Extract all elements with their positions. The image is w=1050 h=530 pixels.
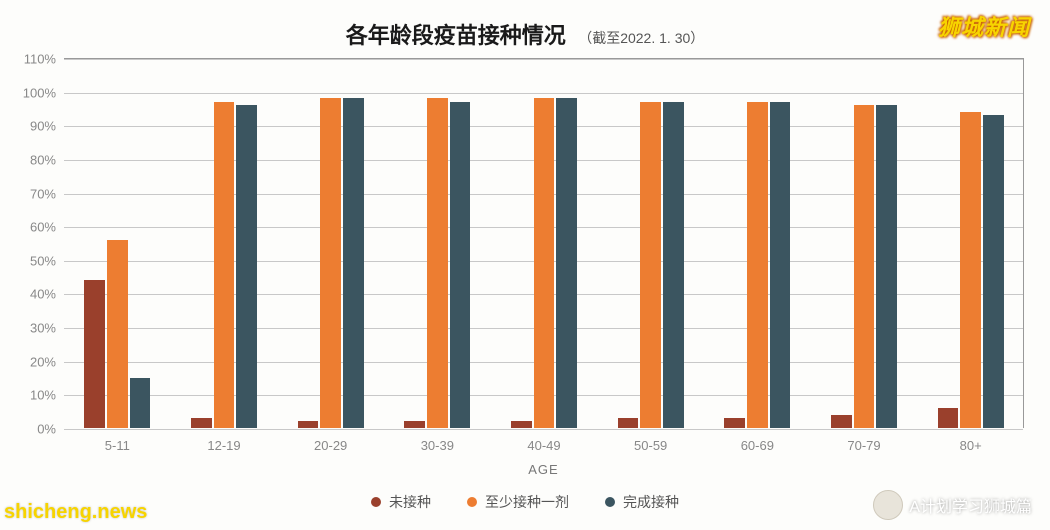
y-tick-label: 60% [30, 220, 56, 235]
bar-unvacc [191, 418, 212, 428]
y-tick-label: 80% [30, 152, 56, 167]
bar-group [298, 58, 364, 428]
y-tick-label: 0% [37, 422, 56, 437]
y-tick-label: 20% [30, 354, 56, 369]
bar-unvacc [511, 421, 532, 428]
y-tick-label: 90% [30, 119, 56, 134]
y-tick-label: 70% [30, 186, 56, 201]
bar-full [663, 102, 684, 428]
bar-group [831, 58, 897, 428]
bar-full [556, 98, 577, 428]
gridline [64, 429, 1023, 430]
bar-atleast1 [214, 102, 235, 428]
bar-group [938, 58, 1004, 428]
bar-full [983, 115, 1004, 428]
legend-label: 至少接种一剂 [485, 492, 569, 512]
bar-group [618, 58, 684, 428]
legend-item: 完成接种 [605, 492, 679, 512]
legend-dot-icon [605, 497, 615, 507]
legend-label: 未接种 [389, 492, 431, 512]
bar-unvacc [831, 415, 852, 428]
y-tick-label: 30% [30, 321, 56, 336]
bar-atleast1 [960, 112, 981, 428]
bar-unvacc [404, 421, 425, 428]
bar-group [84, 58, 150, 428]
bar-full [130, 378, 151, 428]
bar-group [511, 58, 577, 428]
x-tick-label: 60-69 [741, 438, 774, 453]
x-axis-label: AGE [528, 462, 558, 477]
bar-atleast1 [320, 98, 341, 428]
y-tick-label: 100% [23, 85, 56, 100]
y-tick-label: 40% [30, 287, 56, 302]
vaccination-chart: 各年龄段疫苗接种情况 （截至2022. 1. 30） 狮城新闻 0%10%20%… [0, 0, 1050, 530]
x-tick-label: 12-19 [207, 438, 240, 453]
bar-full [770, 102, 791, 428]
chart-title-row: 各年龄段疫苗接种情况 （截至2022. 1. 30） [0, 18, 1050, 50]
bar-full [343, 98, 364, 428]
bar-atleast1 [107, 240, 128, 428]
legend-label: 完成接种 [623, 492, 679, 512]
bar-unvacc [618, 418, 639, 428]
x-tick-label: 30-39 [421, 438, 454, 453]
y-tick-label: 50% [30, 253, 56, 268]
x-tick-label: 70-79 [847, 438, 880, 453]
watermark-bottom-left: shicheng.news [4, 501, 147, 524]
x-tick-label: 80+ [960, 438, 982, 453]
x-tick-label: 5-11 [105, 438, 130, 453]
bar-full [450, 102, 471, 428]
x-tick-label: 50-59 [634, 438, 667, 453]
bar-group [191, 58, 257, 428]
y-tick-label: 10% [30, 388, 56, 403]
bar-unvacc [84, 280, 105, 428]
bar-full [236, 105, 257, 428]
watermark-bottom-right: A计划学习狮城篇 [909, 493, 1032, 517]
chart-subtitle: （截至2022. 1. 30） [578, 28, 704, 48]
plot-area: 0%10%20%30%40%50%60%70%80%90%100%110%5-1… [64, 58, 1024, 428]
chart-legend: 未接种 至少接种一剂 完成接种 [371, 492, 679, 512]
bar-atleast1 [427, 98, 448, 428]
y-tick-label: 110% [24, 52, 56, 67]
legend-dot-icon [371, 497, 381, 507]
bar-unvacc [298, 421, 319, 428]
watermark-top-right: 狮城新闻 [938, 10, 1030, 42]
legend-item: 至少接种一剂 [467, 492, 569, 512]
legend-item: 未接种 [371, 492, 431, 512]
bar-atleast1 [534, 98, 555, 428]
bar-group [724, 58, 790, 428]
bar-group [404, 58, 470, 428]
x-tick-label: 40-49 [527, 438, 560, 453]
bar-atleast1 [747, 102, 768, 428]
bar-atleast1 [640, 102, 661, 428]
bar-unvacc [724, 418, 745, 428]
bar-full [876, 105, 897, 428]
avatar-icon [873, 490, 903, 520]
legend-dot-icon [467, 497, 477, 507]
x-tick-label: 20-29 [314, 438, 347, 453]
watermark-bottom-right-row: A计划学习狮城篇 [873, 490, 1032, 520]
chart-title: 各年龄段疫苗接种情况 [346, 18, 566, 50]
bar-unvacc [938, 408, 959, 428]
bar-atleast1 [854, 105, 875, 428]
